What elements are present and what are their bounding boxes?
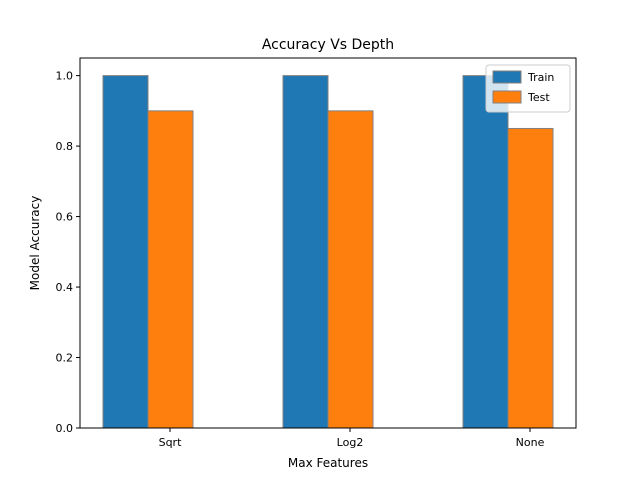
x-tick-label-log2: Log2 (337, 436, 364, 449)
x-axis-label: Max Features (288, 456, 368, 470)
legend-swatch-train (492, 70, 522, 84)
legend-label-train: Train (527, 71, 554, 84)
bar-train-none (462, 75, 509, 429)
y-tick-label: 0.4 (56, 281, 74, 294)
y-tick-label: 0.8 (56, 140, 74, 153)
y-axis: 0.0 0.2 0.4 0.6 0.8 1.0 (56, 70, 80, 435)
legend-label-test: Test (527, 91, 550, 104)
bar-train-sqrt (102, 75, 149, 429)
bar-test-none (507, 127, 554, 429)
bar-test-log2 (327, 110, 374, 429)
y-tick-label: 0.6 (56, 211, 74, 224)
x-tick-label-sqrt: Sqrt (159, 436, 182, 449)
plot-area-frame (79, 57, 577, 429)
y-axis-label: Model Accuracy (28, 196, 42, 291)
bar-test-sqrt (147, 110, 194, 429)
legend: Train Test (485, 64, 571, 113)
bars-group (102, 75, 554, 429)
x-tick-label-none: None (516, 436, 545, 449)
y-tick-label: 0.2 (56, 352, 74, 365)
x-axis: Sqrt Log2 None (159, 428, 545, 449)
chart-title: Accuracy Vs Depth (262, 37, 394, 53)
bar-train-log2 (282, 75, 329, 429)
y-tick-label: 0.0 (56, 422, 74, 435)
y-tick-label: 1.0 (56, 70, 74, 83)
legend-swatch-test (492, 90, 522, 104)
